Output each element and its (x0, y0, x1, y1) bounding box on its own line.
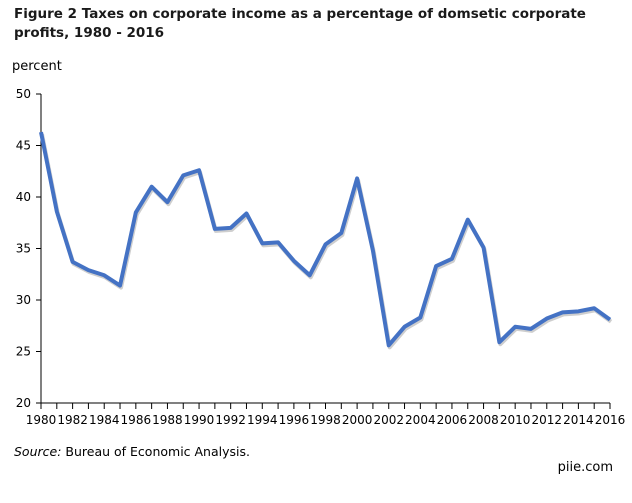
y-tick-label: 50 (16, 87, 31, 101)
x-tick-label: 1984 (89, 413, 120, 427)
x-tick-label: 1988 (152, 413, 183, 427)
x-tick-label: 2008 (468, 413, 499, 427)
x-tick-label: 2000 (342, 413, 373, 427)
x-tick-label: 2010 (500, 413, 531, 427)
y-tick-label: 45 (16, 139, 31, 153)
x-tick-label: 1994 (247, 413, 278, 427)
source-text: Bureau of Economic Analysis. (61, 444, 250, 459)
y-tick-label: 35 (16, 242, 31, 256)
source-label: Source: (14, 444, 62, 459)
y-tick-label: 20 (16, 396, 31, 410)
x-tick-label: 1996 (279, 413, 310, 427)
x-tick-label: 1990 (184, 413, 215, 427)
y-tick-label: 40 (16, 190, 31, 204)
x-tick-label: 2004 (405, 413, 436, 427)
x-tick-label: 1986 (121, 413, 152, 427)
x-tick-label: 1992 (215, 413, 246, 427)
source-note: Source: Bureau of Economic Analysis. (14, 444, 250, 459)
y-tick-label: 30 (16, 293, 31, 307)
x-tick-label: 2016 (595, 413, 626, 427)
y-axis-label: percent (12, 59, 62, 74)
x-tick-label: 2002 (373, 413, 404, 427)
credit: piie.com (557, 460, 613, 475)
series-line-shadow (40, 133, 613, 350)
x-tick-label: 1998 (310, 413, 341, 427)
x-tick-label: 1982 (57, 413, 88, 427)
chart-title: Figure 2 Taxes on corporate income as a … (14, 6, 586, 41)
x-tick-label: 2014 (563, 413, 594, 427)
x-tick-label: 2006 (437, 413, 468, 427)
x-tick-label: 2012 (532, 413, 563, 427)
series-line (39, 131, 612, 348)
x-tick-label: 1980 (26, 413, 57, 427)
y-tick-label: 25 (16, 345, 31, 359)
